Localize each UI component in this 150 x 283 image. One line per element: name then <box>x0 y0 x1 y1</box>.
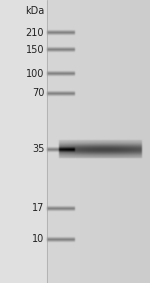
Text: 35: 35 <box>32 144 44 155</box>
Text: 17: 17 <box>32 203 44 213</box>
Text: 70: 70 <box>32 88 44 98</box>
Text: 10: 10 <box>32 234 44 244</box>
Text: 150: 150 <box>26 44 44 55</box>
Text: 100: 100 <box>26 68 44 79</box>
Text: 210: 210 <box>26 27 44 38</box>
Text: kDa: kDa <box>25 6 44 16</box>
